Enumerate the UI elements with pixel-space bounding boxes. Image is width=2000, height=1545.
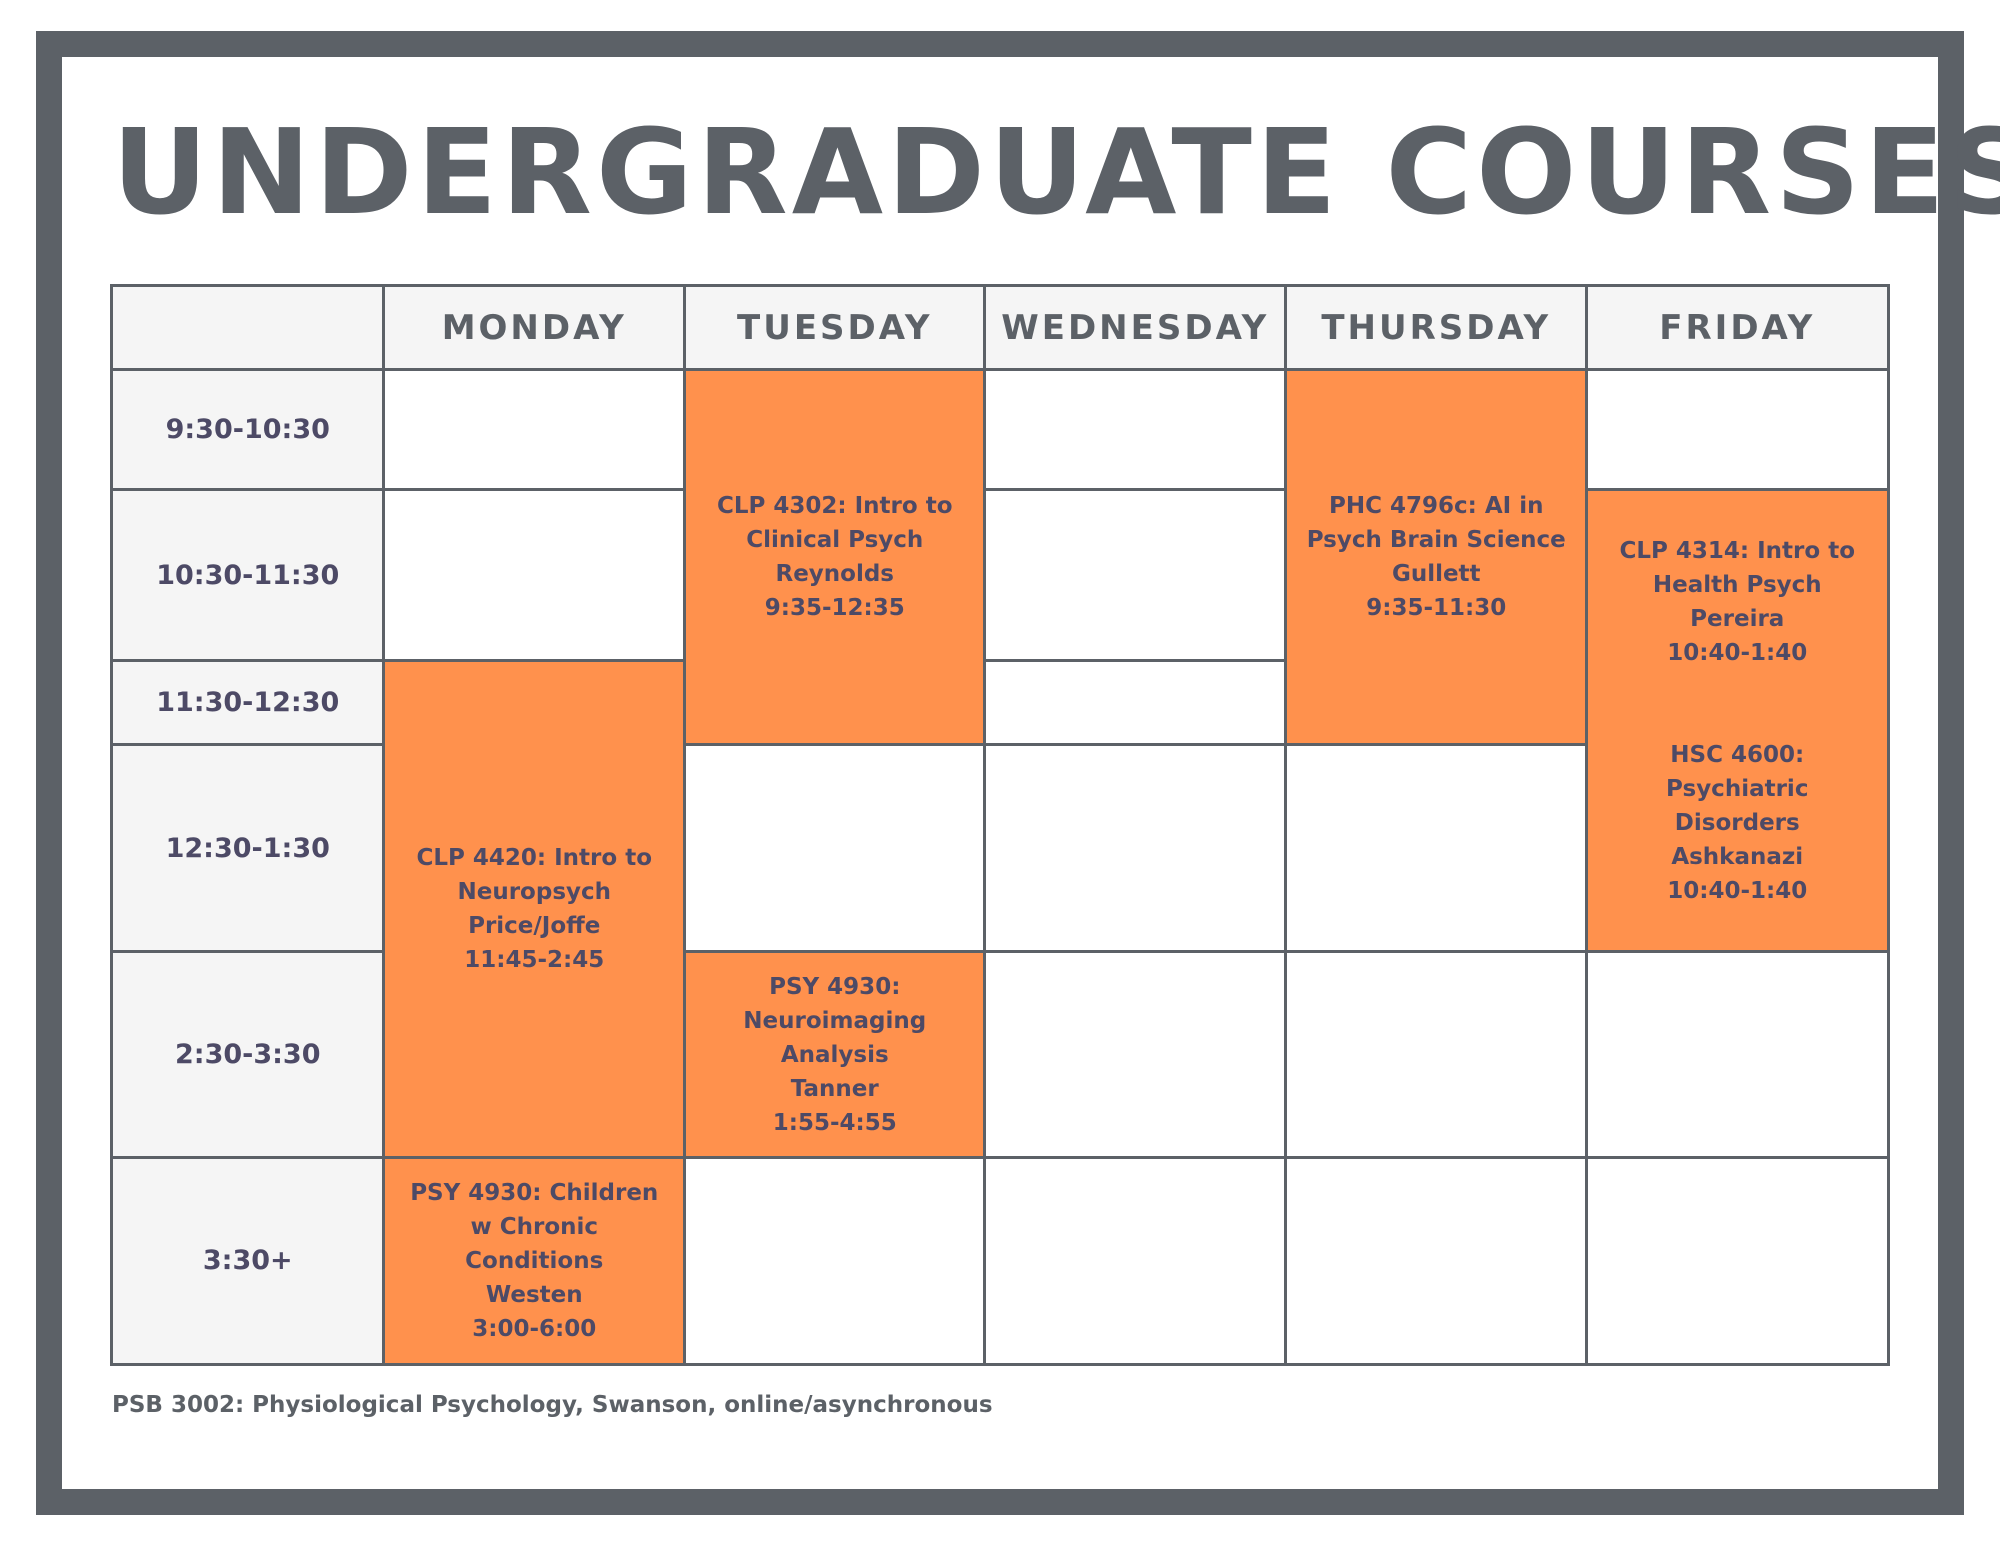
- empty-cell: [683, 743, 987, 954]
- time-slot: 3:30+: [110, 1156, 386, 1366]
- course-fri_clp4314: CLP 4314: Intro to Health Psych Pereira 10:…: [1614, 534, 1862, 670]
- course-block: CLP 4302: Intro to Clinical Psych Reynolds…: [683, 368, 987, 747]
- course-line: 3:00-6:00: [472, 1315, 597, 1342]
- course-line: 10:40-1:40: [1667, 877, 1808, 904]
- empty-cell: [1284, 743, 1589, 954]
- course-line: Clinical Psych: [746, 527, 924, 554]
- course-line: 9:35-11:30: [1366, 595, 1507, 622]
- empty-cell: [983, 743, 1288, 954]
- course-line: Reynolds: [775, 561, 894, 588]
- time-slot: 9:30-10:30: [110, 368, 386, 492]
- course-tue_psy4930: PSY 4930: Neuroimaging Analysis Tanner 1:55-…: [737, 970, 932, 1140]
- course-line: Westen: [485, 1281, 583, 1308]
- empty-cell: [1284, 950, 1589, 1160]
- empty-cell: [1585, 950, 1890, 1160]
- empty-cell: [683, 1156, 987, 1366]
- course-tue_clp4302: CLP 4302: Intro to Clinical Psych Reynolds…: [711, 489, 959, 625]
- course-block: CLP 4420: Intro to Neuropsych Price/Joffe 1…: [382, 659, 687, 1160]
- course-line: HSC 4600:: [1670, 741, 1805, 768]
- empty-cell: [1585, 1156, 1890, 1366]
- course-line: Pereira: [1690, 605, 1785, 632]
- course-block: PSY 4930: Neuroimaging Analysis Tanner 1:55-…: [683, 950, 987, 1160]
- course-block: CLP 4314: Intro to Health Psych Pereira 10:…: [1585, 488, 1890, 954]
- course-line: PSY 4930: Children: [410, 1179, 659, 1206]
- empty-cell: [983, 950, 1288, 1160]
- course-line: Neuropsych: [457, 879, 612, 906]
- empty-cell: [983, 368, 1288, 492]
- course-line: Health Psych: [1652, 571, 1822, 598]
- course-line: 1:55-4:55: [772, 1109, 897, 1136]
- course-block: PHC 4796c: AI in Psych Brain Science Gulle…: [1284, 368, 1589, 747]
- footer-note: PSB 3002: Physiological Psychology, Swan…: [112, 1392, 993, 1418]
- course-line: PSY 4930:: [769, 973, 901, 1000]
- course-line: w Chronic: [470, 1213, 599, 1240]
- course-mon_clp4420: CLP 4420: Intro to Neuropsych Price/Joffe 1…: [411, 841, 659, 977]
- course-line: Ashkanazi: [1671, 843, 1804, 870]
- header-tuesday: TUESDAY: [683, 284, 987, 372]
- header-wednesday: WEDNESDAY: [983, 284, 1288, 372]
- empty-cell: [382, 488, 687, 663]
- empty-cell: [983, 1156, 1288, 1366]
- course-line: PHC 4796c: AI in: [1329, 493, 1544, 520]
- course-mon_psy4930: PSY 4930: Children w Chronic Conditions Wes…: [404, 1176, 664, 1346]
- course-line: Price/Joffe: [468, 913, 601, 940]
- empty-cell: [1284, 1156, 1589, 1366]
- course-thu_phc4796c: PHC 4796c: AI in Psych Brain Science Gulle…: [1301, 489, 1572, 625]
- time-slot: 12:30-1:30: [110, 743, 386, 954]
- course-line: Disorders: [1674, 809, 1800, 836]
- time-slot: 10:30-11:30: [110, 488, 386, 663]
- course-line: Conditions: [465, 1247, 604, 1274]
- empty-cell: [983, 659, 1288, 747]
- course-line: CLP 4420: Intro to: [416, 845, 653, 872]
- course-line: Tanner: [790, 1075, 879, 1102]
- time-slot: 2:30-3:30: [110, 950, 386, 1160]
- empty-cell: [1585, 368, 1890, 492]
- course-line: 9:35-12:35: [764, 595, 905, 622]
- empty-cell: [983, 488, 1288, 663]
- time-slot: 11:30-12:30: [110, 659, 386, 747]
- course-line: Psych Brain Science: [1306, 527, 1566, 554]
- course-line: Neuroimaging: [743, 1007, 927, 1034]
- course-line: 10:40-1:40: [1667, 639, 1808, 666]
- header-corner: [110, 284, 386, 372]
- page-title: UNDERGRADUATE COURSES: [112, 103, 2000, 241]
- course-line: Gullett: [1391, 561, 1481, 588]
- course-line: Analysis: [780, 1041, 889, 1068]
- empty-cell: [382, 368, 687, 492]
- course-line: CLP 4302: Intro to: [717, 493, 953, 520]
- course-line: 11:45-2:45: [464, 947, 605, 974]
- header-thursday: THURSDAY: [1284, 284, 1589, 372]
- course-line: CLP 4314: Intro to: [1619, 537, 1856, 564]
- header-monday: MONDAY: [382, 284, 687, 372]
- course-fri_hsc4600: HSC 4600: Psychiatric Disorders Ashkanazi 10…: [1660, 738, 1814, 908]
- course-line: Psychiatric: [1666, 775, 1809, 802]
- course-block: PSY 4930: Children w Chronic Conditions Wes…: [382, 1156, 687, 1366]
- header-friday: FRIDAY: [1585, 284, 1890, 372]
